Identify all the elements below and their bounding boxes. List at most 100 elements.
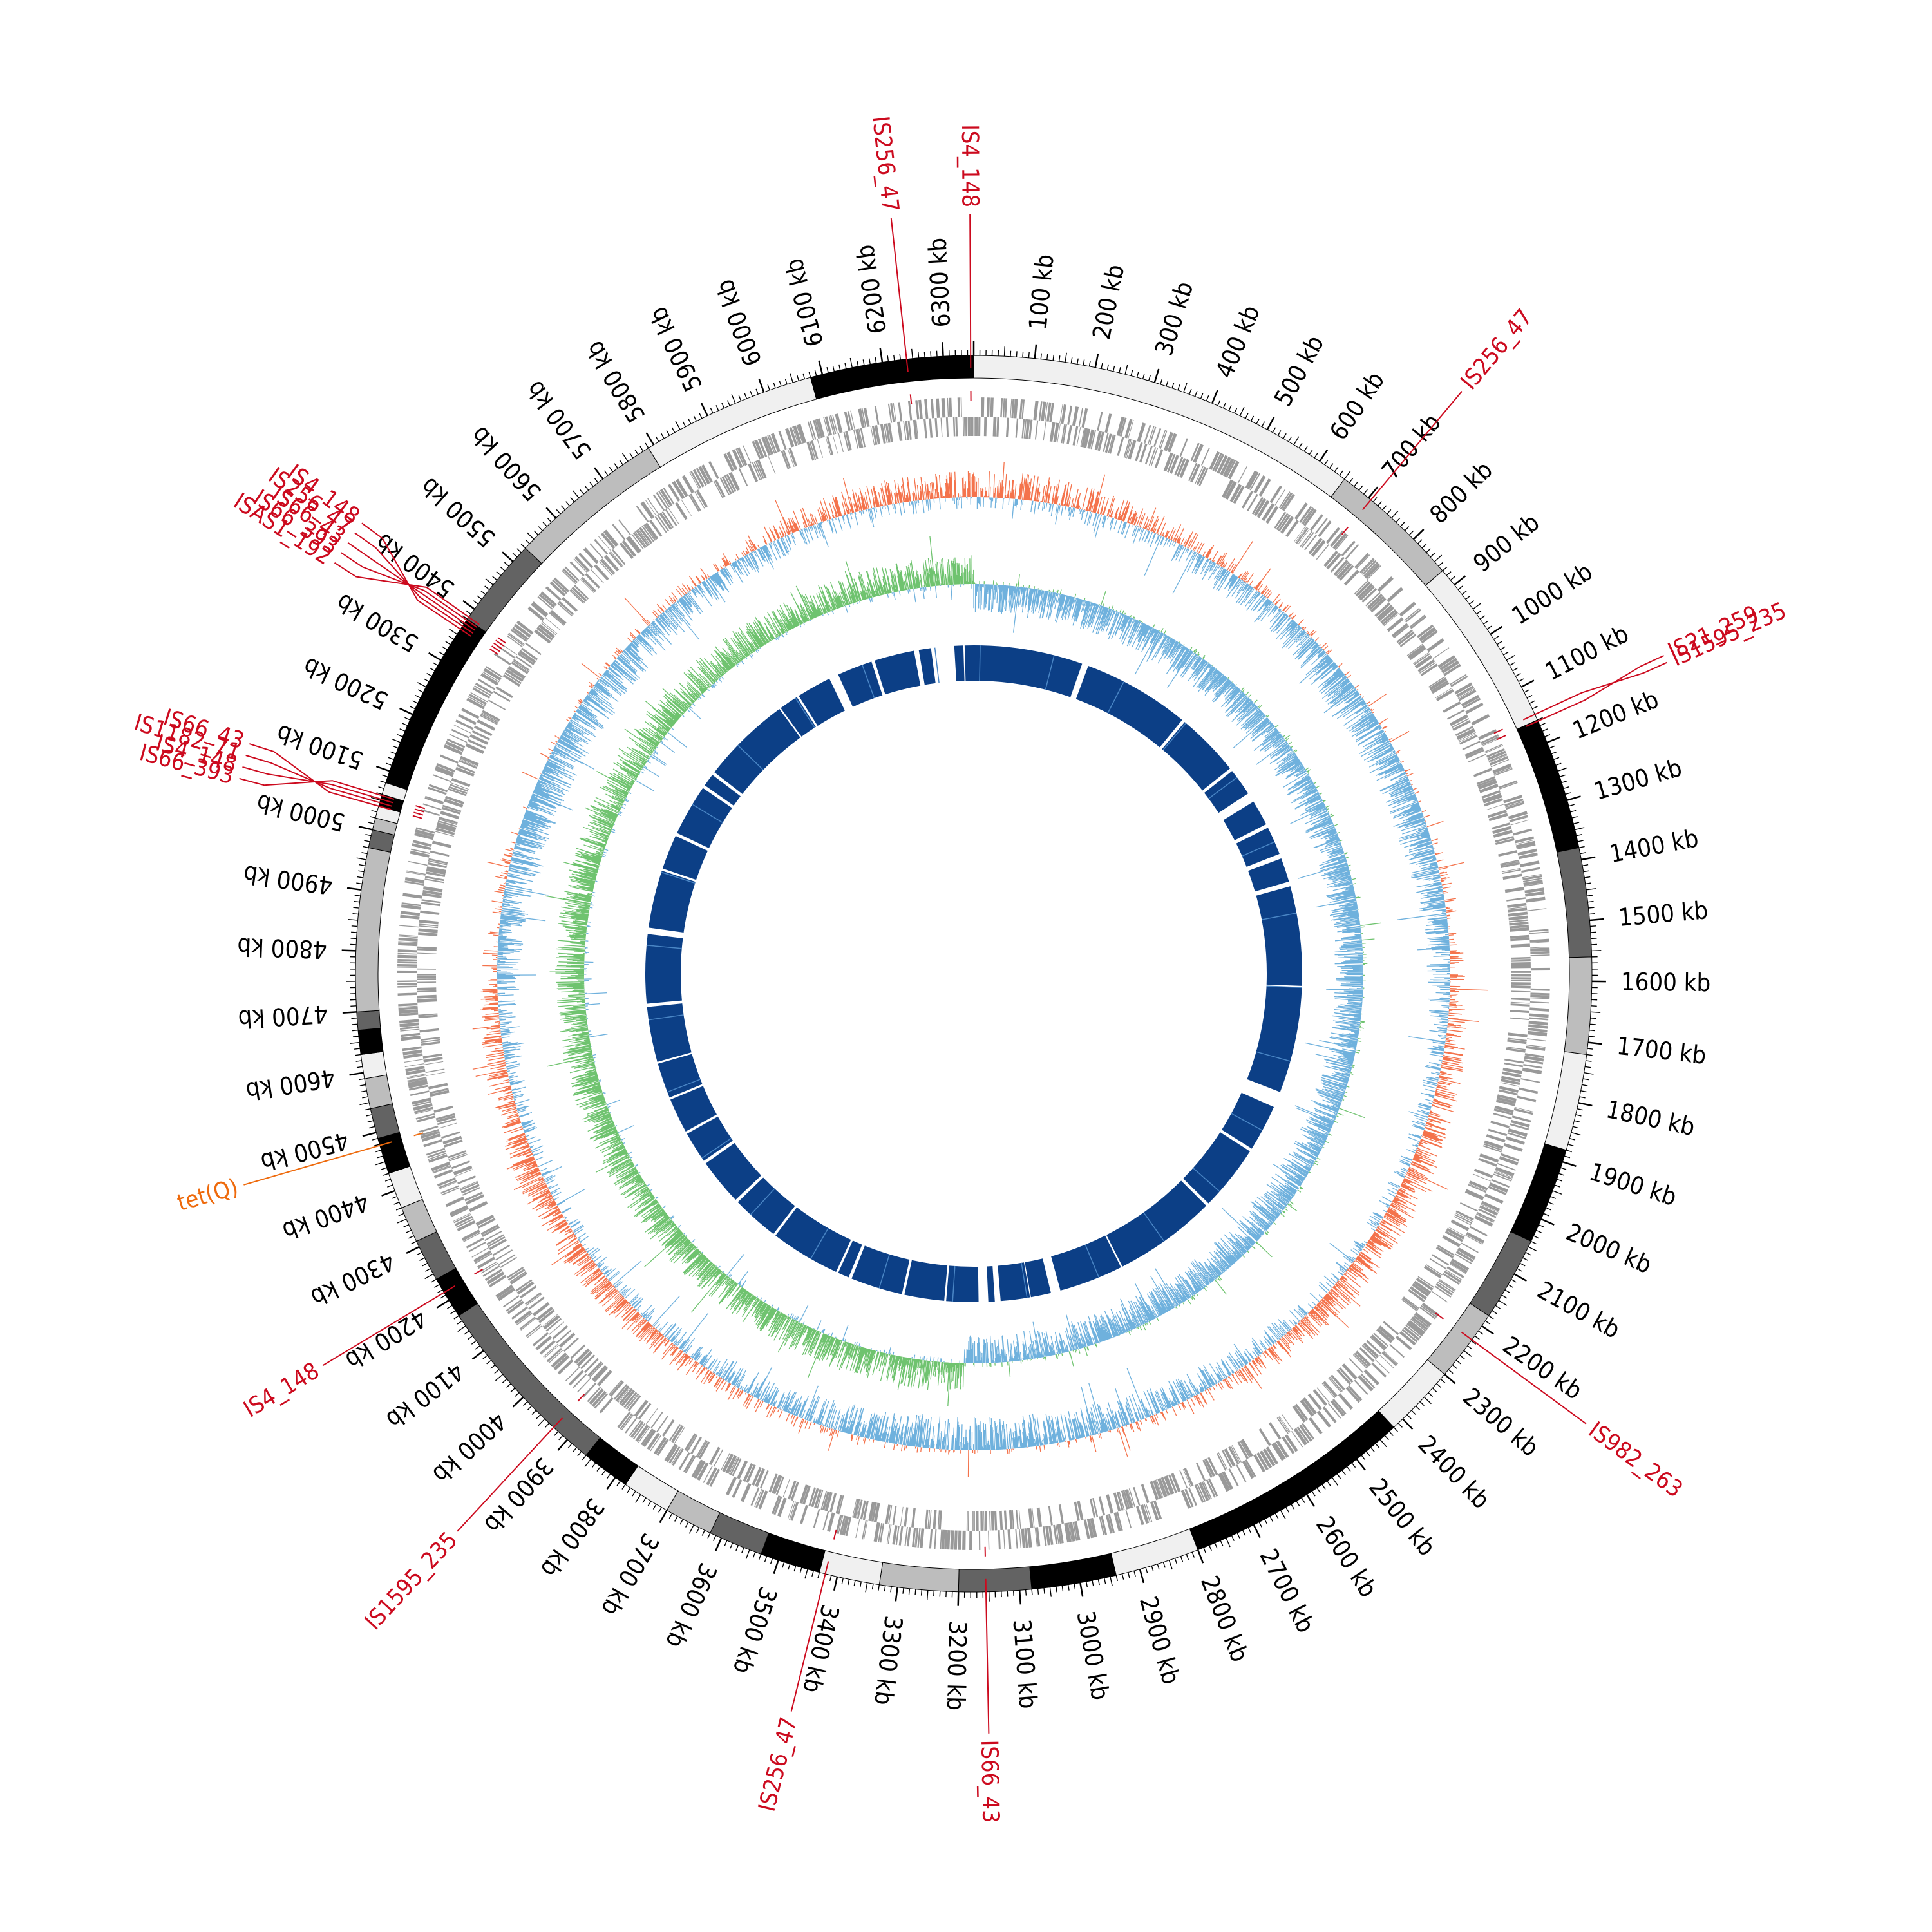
minor-tick bbox=[1457, 585, 1463, 591]
minor-tick bbox=[908, 1588, 911, 1595]
major-tick bbox=[1490, 625, 1503, 635]
minor-tick bbox=[527, 1405, 533, 1411]
minor-tick bbox=[1329, 463, 1334, 469]
minor-tick bbox=[741, 1547, 744, 1553]
minor-tick bbox=[1580, 1090, 1587, 1093]
minor-tick bbox=[391, 738, 401, 743]
minor-tick bbox=[1168, 1560, 1173, 1570]
annotation-marker bbox=[413, 811, 424, 816]
minor-tick bbox=[359, 864, 365, 866]
minor-tick bbox=[399, 728, 406, 732]
tick-label-1600: 1600 kb bbox=[1621, 967, 1711, 997]
major-tick bbox=[645, 432, 655, 446]
tick-label-900: 900 kb bbox=[1468, 508, 1544, 578]
minor-tick bbox=[838, 364, 841, 370]
minor-tick bbox=[591, 1463, 596, 1468]
minor-tick bbox=[696, 1527, 700, 1533]
minor-tick bbox=[1495, 1305, 1501, 1309]
minor-tick bbox=[356, 1066, 363, 1068]
contig-segment-27 bbox=[377, 1132, 411, 1174]
minor-tick bbox=[531, 1410, 536, 1415]
homology-block bbox=[1183, 1132, 1250, 1204]
minor-tick bbox=[1341, 1470, 1346, 1475]
minor-tick bbox=[647, 1501, 652, 1506]
minor-tick bbox=[632, 1491, 636, 1497]
minor-tick bbox=[715, 405, 719, 411]
minor-tick bbox=[1311, 1491, 1316, 1497]
minor-tick bbox=[439, 651, 444, 656]
minor-tick bbox=[601, 1470, 606, 1475]
homology-block bbox=[775, 1207, 851, 1273]
minor-tick bbox=[386, 762, 392, 766]
minor-tick bbox=[616, 1481, 621, 1486]
minor-tick bbox=[354, 1048, 361, 1050]
minor-tick bbox=[1557, 1179, 1563, 1182]
minor-tick bbox=[1564, 1155, 1571, 1159]
annotation-marker bbox=[1496, 735, 1506, 741]
minor-tick bbox=[516, 548, 522, 553]
tick-label-6100: 6100 kb bbox=[779, 256, 829, 350]
minor-tick bbox=[502, 1378, 507, 1383]
minor-tick bbox=[1436, 1383, 1441, 1388]
tick-label-1800: 1800 kb bbox=[1604, 1095, 1697, 1141]
minor-tick bbox=[1349, 477, 1354, 483]
minor-tick bbox=[1293, 436, 1300, 446]
minor-tick bbox=[352, 1023, 358, 1025]
minor-tick bbox=[1037, 1588, 1039, 1595]
annotation-marker bbox=[1341, 526, 1349, 535]
homology-block bbox=[1106, 1180, 1207, 1267]
minor-tick bbox=[1269, 1516, 1273, 1522]
tick-label-3000: 3000 kb bbox=[1071, 1609, 1114, 1702]
minor-tick bbox=[1142, 373, 1145, 379]
homology-block bbox=[1247, 986, 1302, 1092]
minor-tick bbox=[1391, 510, 1399, 518]
minor-tick bbox=[1191, 1551, 1195, 1558]
minor-tick bbox=[490, 1364, 496, 1369]
minor-tick bbox=[384, 1179, 391, 1182]
homology-divider bbox=[1143, 1212, 1165, 1242]
minor-tick bbox=[486, 1359, 492, 1365]
minor-tick bbox=[603, 470, 609, 476]
minor-tick bbox=[1365, 1451, 1370, 1457]
minor-tick bbox=[390, 751, 397, 755]
major-tick bbox=[1562, 1160, 1577, 1168]
minor-tick bbox=[1408, 530, 1414, 536]
major-tick bbox=[381, 1189, 395, 1197]
minor-tick bbox=[1377, 501, 1382, 506]
annotation-leader bbox=[341, 552, 478, 629]
minor-tick bbox=[368, 1126, 375, 1129]
minor-tick bbox=[1485, 1320, 1491, 1325]
minor-tick bbox=[1145, 1567, 1148, 1573]
minor-tick bbox=[1428, 1392, 1434, 1397]
major-tick bbox=[436, 1300, 450, 1309]
minor-tick bbox=[1483, 620, 1489, 625]
minor-tick bbox=[1327, 1481, 1331, 1486]
minor-tick bbox=[1459, 1355, 1465, 1359]
minor-tick bbox=[1393, 1426, 1398, 1432]
minor-tick bbox=[484, 585, 490, 591]
major-tick bbox=[502, 551, 514, 562]
annotation-marker bbox=[413, 1132, 424, 1137]
minor-tick bbox=[1559, 774, 1566, 777]
minor-tick bbox=[1465, 595, 1471, 600]
minor-tick bbox=[923, 351, 925, 358]
minor-tick bbox=[767, 384, 770, 391]
minor-tick bbox=[442, 646, 448, 650]
minor-tick bbox=[383, 1173, 389, 1176]
major-tick bbox=[1319, 449, 1329, 462]
homology-divider bbox=[795, 697, 815, 728]
minor-tick bbox=[1553, 757, 1560, 761]
tick-label-5100: 5100 kb bbox=[273, 719, 367, 775]
minor-tick bbox=[1476, 610, 1482, 615]
minor-tick bbox=[1424, 1396, 1432, 1405]
homology-block bbox=[705, 1142, 762, 1200]
minor-tick bbox=[526, 532, 535, 540]
minor-tick bbox=[419, 1257, 425, 1261]
tick-label-5800: 5800 kb bbox=[580, 336, 651, 428]
minor-tick bbox=[1571, 816, 1578, 819]
major-tick bbox=[1567, 795, 1581, 801]
minor-tick bbox=[446, 1305, 453, 1309]
major-tick bbox=[659, 1510, 668, 1524]
major-tick bbox=[1444, 1374, 1456, 1385]
